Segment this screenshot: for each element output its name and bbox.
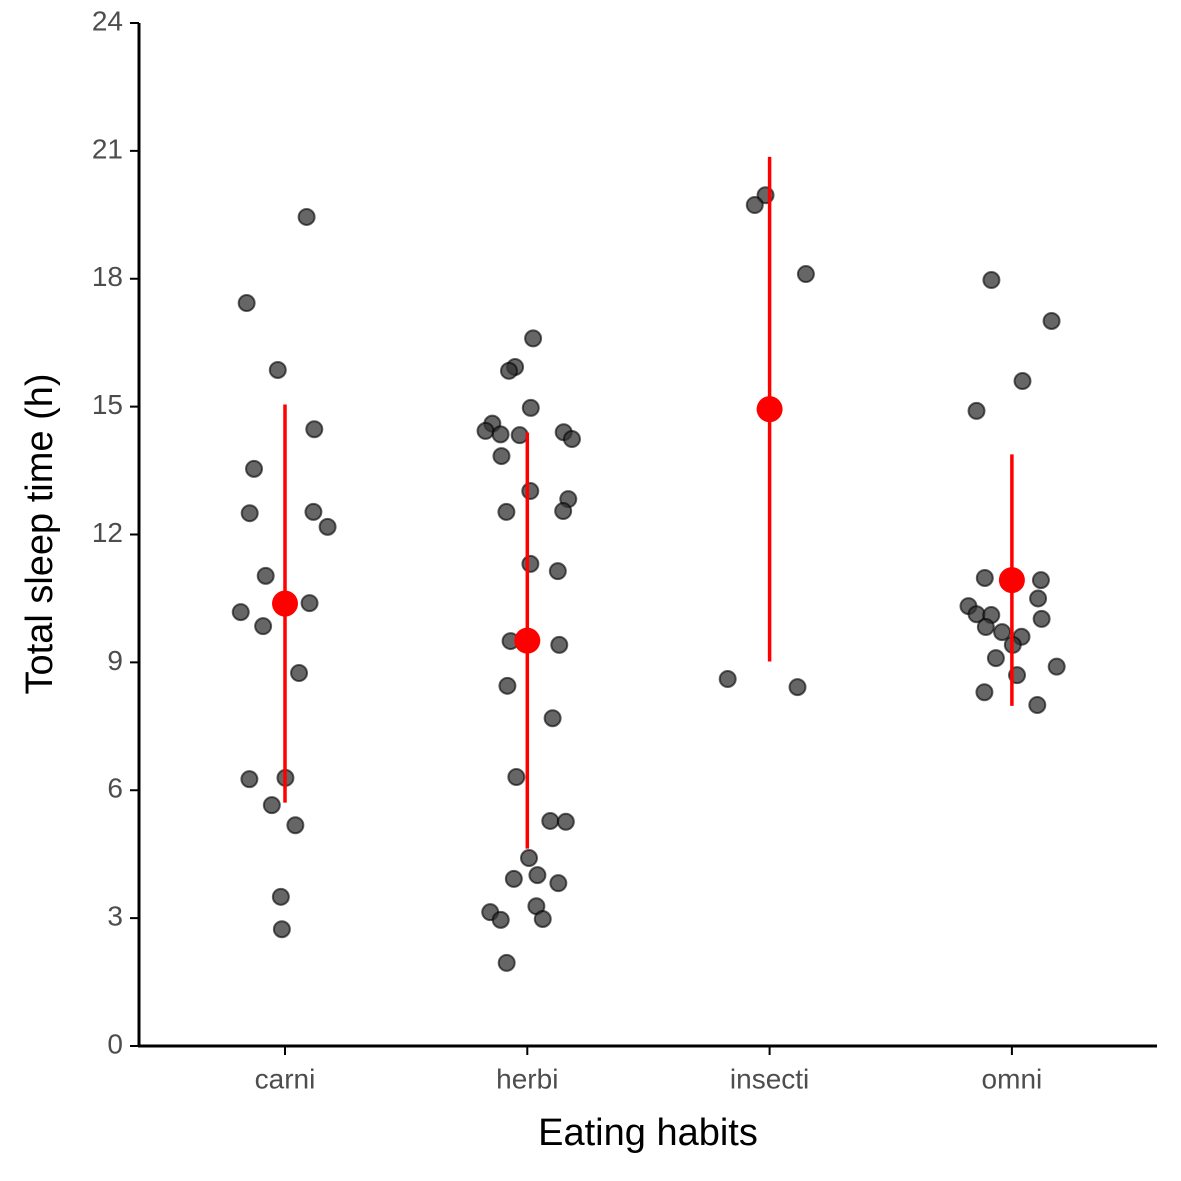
point (492, 447, 511, 466)
y-tick-label: 6 (107, 773, 123, 804)
point (297, 207, 316, 226)
point (476, 421, 495, 440)
point (271, 887, 290, 906)
x-tick-label: omni (982, 1063, 1043, 1094)
x-tick-label: carni (255, 1063, 316, 1094)
point (521, 398, 540, 417)
point (498, 676, 517, 695)
point (718, 669, 737, 688)
point (305, 420, 324, 439)
point (1042, 311, 1061, 330)
y-tick-label: 15 (92, 389, 123, 420)
point (562, 430, 581, 449)
point (550, 635, 569, 654)
point (272, 920, 291, 939)
point (304, 502, 323, 521)
point (1013, 372, 1032, 391)
mean-point (998, 567, 1025, 594)
y-tick-label: 21 (92, 133, 123, 164)
point (1047, 657, 1066, 676)
point (1031, 571, 1050, 590)
y-tick-label: 9 (107, 645, 123, 676)
x-tick-label: herbi (496, 1063, 558, 1094)
point (262, 796, 281, 815)
point (967, 401, 986, 420)
point (982, 271, 1001, 290)
point (254, 617, 273, 636)
point (504, 869, 523, 888)
point (1032, 609, 1051, 628)
point (521, 482, 540, 501)
point (1029, 589, 1048, 608)
point (318, 517, 337, 536)
point (528, 866, 547, 885)
point (256, 566, 275, 585)
point (519, 849, 538, 868)
point (245, 459, 264, 478)
y-tick-label: 0 (107, 1028, 123, 1059)
x-axis-title: Eating habits (538, 1112, 758, 1154)
mean-point (514, 627, 541, 654)
point (549, 874, 568, 893)
point (497, 502, 516, 521)
point (300, 594, 319, 613)
y-tick-label: 18 (92, 261, 123, 292)
point (548, 562, 567, 581)
point (286, 816, 305, 835)
point (788, 678, 807, 697)
point (521, 554, 540, 573)
point (1028, 696, 1047, 714)
x-tick-label: insecti (730, 1063, 809, 1094)
point (231, 603, 250, 622)
point (499, 361, 518, 380)
point (554, 502, 573, 521)
point (976, 617, 995, 636)
point (975, 683, 994, 702)
point (524, 329, 543, 348)
point (497, 953, 516, 972)
point (745, 196, 764, 215)
mean-point (756, 396, 783, 423)
y-axis-title: Total sleep time (h) (19, 373, 61, 694)
point (507, 768, 526, 787)
point (796, 265, 815, 284)
y-tick-label: 12 (92, 517, 123, 548)
point (290, 664, 309, 683)
y-tick-label: 24 (92, 5, 123, 36)
point (543, 709, 562, 728)
point (491, 910, 510, 929)
point (240, 504, 259, 523)
point (541, 811, 560, 830)
y-tick-label: 3 (107, 901, 123, 932)
point (993, 623, 1012, 642)
point (986, 649, 1005, 668)
point (975, 568, 994, 587)
point (556, 812, 575, 831)
mean-point (272, 590, 298, 617)
point (240, 770, 259, 789)
point (533, 909, 552, 928)
point (510, 426, 529, 445)
point (491, 425, 510, 444)
point (237, 294, 256, 313)
point (268, 360, 287, 379)
